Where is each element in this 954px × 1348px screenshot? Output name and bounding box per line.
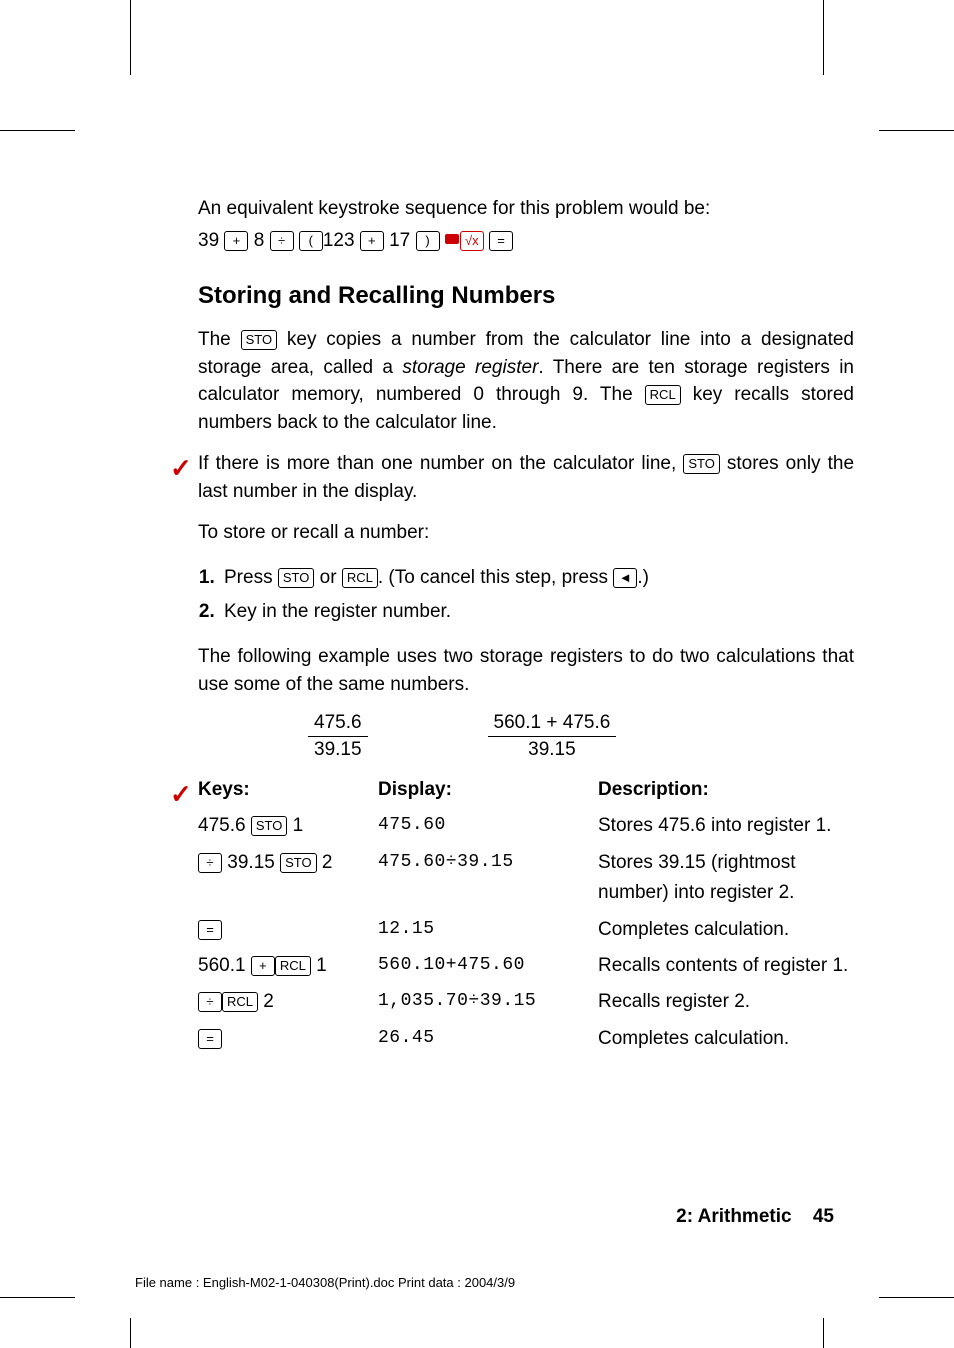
keys-cell: ÷ 39.15 STO 2 [198,848,378,909]
text: 39.15 [222,852,280,873]
table-row: 475.6 STO 1 475.60 Stores 475.6 into reg… [198,811,854,841]
example-intro: The following example uses two storage r… [198,643,854,698]
sto-key: STO [683,454,720,474]
text: or [314,567,341,588]
check-icon: ✓ [170,450,192,488]
keys-cell: = [198,915,378,945]
seq-text: 8 [248,230,269,251]
page-footer: 2: Arithmetic 45 [676,1206,834,1228]
description-cell: Stores 39.15 (rightmost number) into reg… [598,848,854,909]
display-cell: 1,035.70÷39.15 [378,987,598,1017]
chapter-label: 2: Arithmetic [676,1206,791,1227]
divide-key: ÷ [198,853,222,873]
sto-key: STO [280,853,317,873]
text: The [198,329,241,350]
plus-key: + [360,231,384,251]
rcl-key: RCL [342,568,378,588]
rcl-key: RCL [222,992,258,1012]
text: Press [224,567,278,588]
italic-term: storage register [402,357,538,378]
text: . (To cancel this step, press [378,567,614,588]
shift-prefix-icon [445,234,459,244]
display-cell: 475.60 [378,811,598,841]
sqrt-key: √x [460,231,484,251]
keystroke-sequence: 39 + 8 ÷ (123 + 17 ) √x = [198,227,854,255]
col-keys-header: Keys: [198,779,378,801]
denominator: 39.15 [308,737,368,761]
page-number: 45 [813,1206,834,1227]
col-display-header: Display: [378,779,598,801]
text: .) [637,567,649,588]
note-paragraph: ✓ If there is more than one number on th… [198,450,854,505]
sto-key: STO [241,330,278,350]
rcl-key: RCL [275,956,311,976]
description-cell: Completes calculation. [598,915,854,945]
description-cell: Stores 475.6 into register 1. [598,811,854,841]
sto-key: STO [251,816,288,836]
text: 2 [317,852,333,873]
plus-key: + [251,956,275,976]
keys-cell: ÷RCL 2 [198,987,378,1017]
keys-cell: 475.6 STO 1 [198,811,378,841]
plus-key: + [224,231,248,251]
display-cell: 475.60÷39.15 [378,848,598,909]
fractions-row: 475.6 39.15 560.1 + 475.6 39.15 [308,712,854,761]
text: 1 [287,815,303,836]
numerator: 475.6 [308,712,368,737]
sto-key: STO [278,568,315,588]
text: 560.1 [198,955,251,976]
text: If there is more than one number on the … [198,453,683,474]
rcl-key: RCL [645,385,681,405]
lparen-key: ( [299,231,323,251]
display-cell: 12.15 [378,915,598,945]
table-row: ÷ 39.15 STO 2 475.60÷39.15 Stores 39.15 … [198,848,854,909]
steps-list: Press STO or RCL. (To cancel this step, … [198,561,854,629]
description-cell: Recalls contents of register 1. [598,951,854,981]
table-header: ✓ Keys: Display: Description: [198,779,854,801]
keys-cell: 560.1 +RCL 1 [198,951,378,981]
fraction-1: 475.6 39.15 [308,712,368,761]
seq-text: 39 [198,230,224,251]
display-cell: 560.10+475.60 [378,951,598,981]
table-row: ÷RCL 2 1,035.70÷39.15 Recalls register 2… [198,987,854,1017]
denominator: 39.15 [488,737,617,761]
step-2: Key in the register number. [220,595,854,629]
instruction-line: To store or recall a number: [198,519,854,547]
numerator: 560.1 + 475.6 [488,712,617,737]
seq-text: 17 [384,230,416,251]
check-icon: ✓ [170,779,192,810]
col-description-header: Description: [598,779,854,801]
step-1: Press STO or RCL. (To cancel this step, … [220,561,854,595]
text: 2 [258,991,274,1012]
section-heading: Storing and Recalling Numbers [198,282,854,310]
backspace-key: ◄ [613,568,637,588]
intro-line: An equivalent keystroke sequence for thi… [198,195,854,223]
rparen-key: ) [416,231,440,251]
text: 1 [311,955,327,976]
table-row: = 12.15 Completes calculation. [198,915,854,945]
divide-key: ÷ [198,992,222,1012]
fraction-2: 560.1 + 475.6 39.15 [488,712,617,761]
paragraph-sto-rcl: The STO key copies a number from the cal… [198,326,854,436]
table-row: 560.1 +RCL 1 560.10+475.60 Recalls conte… [198,951,854,981]
description-cell: Recalls register 2. [598,987,854,1017]
equals-key: = [489,231,513,251]
text: 475.6 [198,815,251,836]
file-info-line: File name : English-M02-1-040308(Print).… [135,1275,515,1290]
description-cell: Completes calculation. [598,1024,854,1054]
keys-cell: = [198,1024,378,1054]
divide-key: ÷ [270,231,294,251]
display-cell: 26.45 [378,1024,598,1054]
equals-key: = [198,920,222,940]
table-row: = 26.45 Completes calculation. [198,1024,854,1054]
seq-text: 123 [323,230,360,251]
equals-key: = [198,1029,222,1049]
